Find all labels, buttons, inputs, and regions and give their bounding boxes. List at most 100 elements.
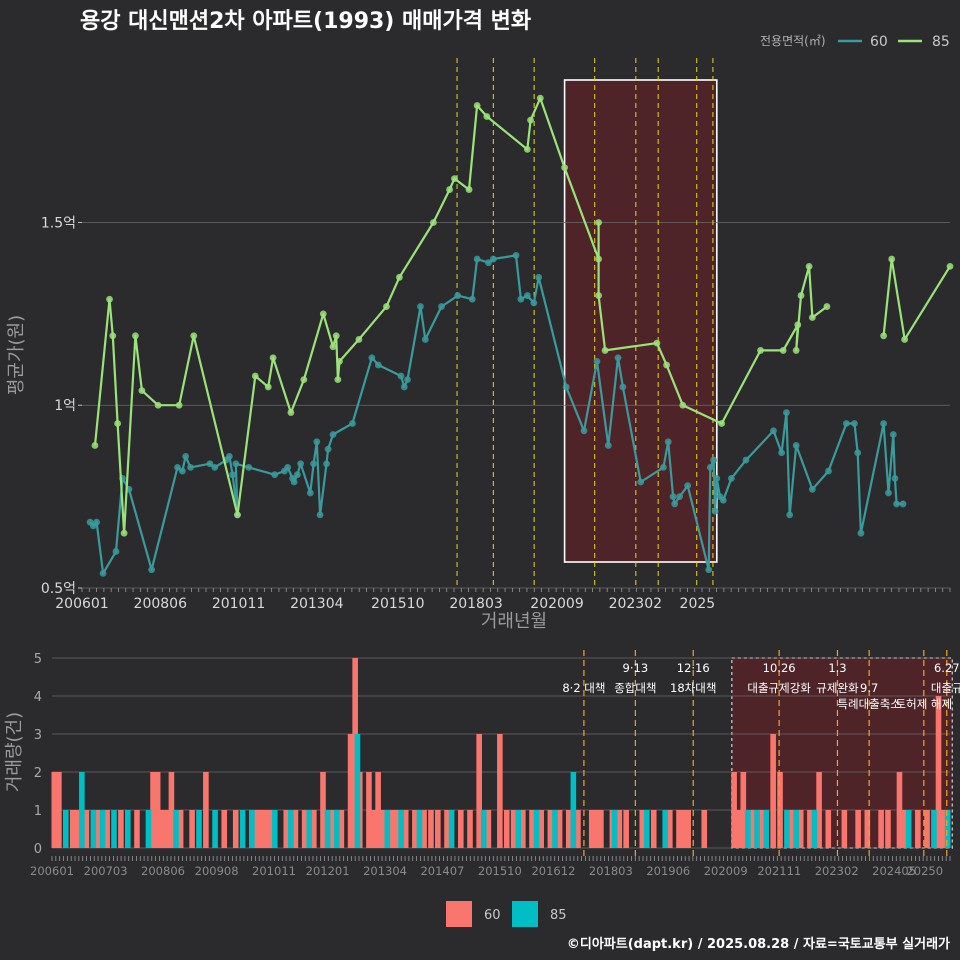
bar-85	[398, 810, 404, 848]
series-60-point	[211, 463, 219, 471]
y-tick-label: 1.5억	[41, 215, 76, 231]
series-85-point	[536, 94, 544, 102]
policy-annotation: 6.27	[934, 661, 960, 675]
series-60-point	[232, 460, 240, 468]
series-60-point	[306, 489, 314, 497]
bar-85	[480, 810, 487, 848]
bar-85	[239, 810, 246, 848]
bar-85	[662, 810, 669, 848]
bar-60	[393, 810, 400, 848]
bar-60	[221, 810, 228, 848]
bar-60	[421, 810, 427, 848]
bar-60	[177, 810, 184, 848]
bar-60	[118, 810, 124, 848]
volume-chart: 0 1 2 3 4 5 8·2 대책 9·13 종합대책 12·16 18차대책 10.26 대출규제강…	[30, 650, 960, 878]
bar-60	[301, 810, 308, 848]
series-60-point	[857, 529, 865, 537]
series-60-point	[842, 420, 850, 427]
y-tick-label: 0	[34, 842, 42, 857]
series-85-point	[523, 145, 531, 153]
bar-60	[497, 734, 503, 848]
bar-60	[379, 810, 386, 848]
series-60-point	[206, 460, 214, 468]
x-tick-label: 201803	[589, 864, 633, 878]
series-85-point	[808, 314, 816, 321]
bar-60	[370, 810, 377, 848]
bar-85	[611, 810, 618, 848]
series-60-point	[485, 259, 492, 267]
top-legend: 전용면적(㎡) 60 85	[760, 34, 950, 50]
bar-60	[510, 810, 517, 848]
bar-60	[189, 810, 195, 848]
series-60-point	[562, 383, 570, 391]
policy-annotation: 종합대책	[614, 681, 656, 695]
series-60-point	[854, 449, 862, 457]
x-tick-label: 200703	[84, 864, 128, 878]
bar-60	[267, 810, 273, 848]
y-tick-label: 0.5억	[41, 581, 76, 597]
bar-60	[366, 772, 372, 848]
series-85-point	[653, 339, 661, 347]
bar-85	[644, 810, 650, 848]
series-60-point	[893, 500, 900, 508]
series-60-point	[593, 357, 601, 365]
bar-60	[283, 810, 290, 848]
bar-60	[685, 810, 691, 848]
bar-60	[575, 810, 581, 848]
series-60-point	[421, 336, 429, 343]
series-60-point	[778, 449, 785, 457]
bar-60	[547, 810, 554, 848]
policy-annotation: 12·16	[677, 661, 710, 675]
bar-60	[924, 810, 930, 848]
series-60-point	[112, 548, 120, 555]
bar-60	[896, 772, 903, 848]
series-60-point	[637, 478, 645, 486]
bar-85	[570, 772, 577, 848]
x-tick-label: 202405	[872, 864, 916, 878]
bar-60	[915, 810, 921, 848]
series-60-point	[473, 255, 481, 263]
bar-85	[784, 810, 790, 848]
bar-60	[701, 810, 708, 848]
bar-60	[467, 810, 473, 848]
x-tick-label: 201612	[531, 864, 575, 878]
series-85-point	[114, 420, 122, 427]
bar-60	[740, 772, 747, 848]
series-60-point	[684, 482, 692, 490]
bar-60	[616, 810, 623, 848]
bar-60	[51, 772, 58, 848]
series-60-point	[271, 471, 279, 479]
series-85-line	[93, 97, 828, 535]
series-60-point	[323, 460, 330, 468]
series-85-point	[269, 354, 277, 362]
bar-60	[623, 810, 629, 848]
bar-85	[793, 810, 799, 848]
series-85-point	[138, 387, 146, 395]
series-60-point	[225, 453, 233, 460]
series-60-point	[245, 463, 253, 471]
series-85-point	[329, 343, 337, 351]
bar-60	[253, 810, 260, 848]
price-chart: 0.5억 1억 1.5억 200601 200806 201011 201304 201510…	[41, 58, 954, 612]
bar-85	[354, 734, 361, 848]
series-85-point	[132, 332, 139, 340]
bar-60	[797, 810, 804, 848]
bar-85	[754, 810, 760, 848]
bar-60	[154, 772, 161, 848]
series-85-point	[336, 357, 343, 365]
bar-60	[565, 810, 572, 848]
y-tick-label: 4	[34, 690, 42, 705]
bar-60	[104, 810, 110, 848]
bar-85	[288, 810, 294, 848]
bar-85	[306, 810, 313, 848]
bar-60	[134, 810, 140, 848]
x-tick-label: 201510	[478, 864, 522, 878]
policy-annotation: 1.3	[828, 661, 846, 675]
bar-60	[56, 772, 62, 848]
series-85-point	[473, 102, 481, 109]
x-tick-label: 201510	[371, 596, 424, 612]
series-60-point	[397, 372, 405, 380]
series-85-point	[527, 116, 534, 124]
chart-title: 용강 대신맨션2차 아파트(1993) 매매가격 변화	[80, 9, 531, 34]
legend-label-85: 85	[932, 34, 950, 50]
